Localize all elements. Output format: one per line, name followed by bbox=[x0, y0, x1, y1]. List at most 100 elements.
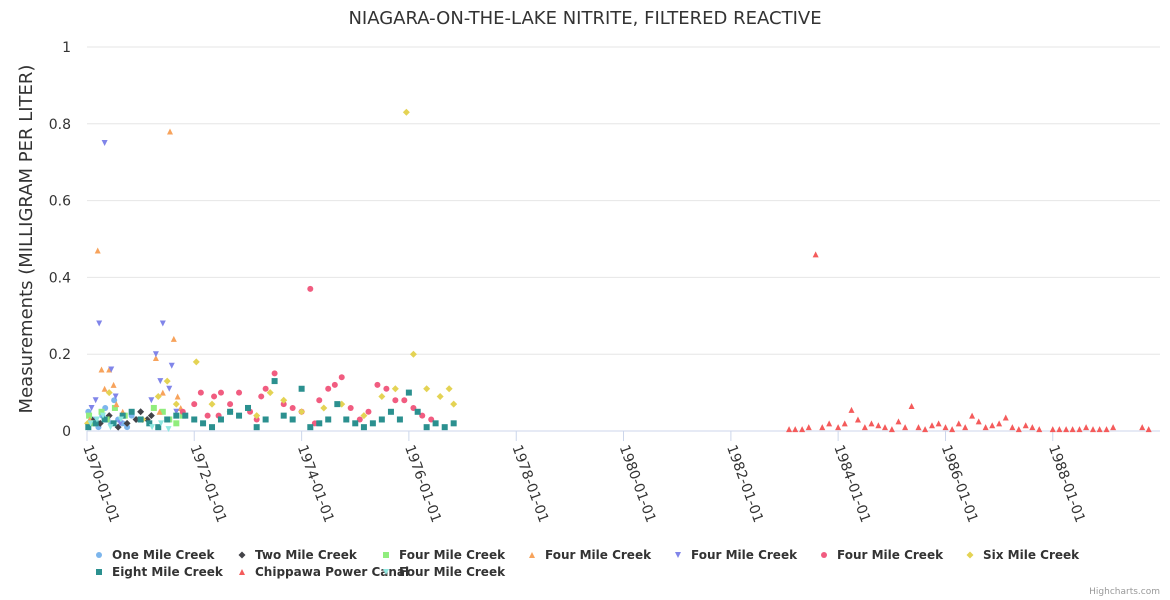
legend-symbol[interactable] bbox=[96, 569, 102, 575]
data-point[interactable] bbox=[137, 416, 144, 423]
data-point[interactable] bbox=[96, 320, 103, 327]
data-point[interactable] bbox=[316, 420, 323, 427]
data-point[interactable] bbox=[253, 424, 260, 431]
data-point[interactable] bbox=[441, 424, 448, 431]
data-point[interactable] bbox=[996, 420, 1003, 427]
data-point[interactable] bbox=[423, 385, 431, 393]
data-point[interactable] bbox=[369, 420, 376, 427]
data-point[interactable] bbox=[786, 426, 793, 433]
data-point[interactable] bbox=[168, 362, 175, 369]
data-point[interactable] bbox=[107, 424, 114, 431]
data-point[interactable] bbox=[148, 397, 155, 404]
data-point[interactable] bbox=[262, 385, 269, 392]
data-point[interactable] bbox=[280, 401, 287, 408]
data-point[interactable] bbox=[100, 412, 107, 419]
data-point[interactable] bbox=[166, 385, 173, 392]
data-point[interactable] bbox=[217, 389, 224, 396]
data-point[interactable] bbox=[85, 424, 92, 431]
data-point[interactable] bbox=[1049, 426, 1056, 433]
data-point[interactable] bbox=[163, 377, 171, 385]
legend-label[interactable]: Four Mile Creek bbox=[399, 548, 506, 562]
data-point[interactable] bbox=[320, 404, 328, 412]
data-point[interactable] bbox=[888, 426, 895, 433]
data-point[interactable] bbox=[173, 420, 180, 427]
data-point[interactable] bbox=[419, 412, 426, 419]
data-point[interactable] bbox=[298, 385, 305, 392]
data-point[interactable] bbox=[227, 401, 234, 408]
data-point[interactable] bbox=[182, 412, 189, 419]
data-point[interactable] bbox=[191, 401, 198, 408]
data-point[interactable] bbox=[155, 424, 162, 431]
data-point[interactable] bbox=[110, 420, 117, 427]
data-point[interactable] bbox=[935, 420, 942, 427]
data-point[interactable] bbox=[111, 404, 118, 411]
data-point[interactable] bbox=[450, 420, 457, 427]
data-point[interactable] bbox=[209, 424, 216, 431]
legend-symbol[interactable] bbox=[383, 569, 389, 575]
data-point[interactable] bbox=[113, 401, 120, 408]
data-point[interactable] bbox=[271, 370, 278, 377]
legend-item[interactable]: Four Mile Creek bbox=[529, 548, 652, 562]
data-point[interactable] bbox=[137, 408, 145, 416]
data-point[interactable] bbox=[1139, 424, 1146, 431]
data-point[interactable] bbox=[88, 404, 95, 411]
legend-item[interactable]: Chippawa Power Canal bbox=[239, 565, 409, 579]
data-point[interactable] bbox=[197, 389, 204, 396]
legend-item[interactable]: Two Mile Creek bbox=[238, 548, 358, 562]
legend-symbol[interactable] bbox=[239, 569, 245, 575]
data-point[interactable] bbox=[895, 418, 902, 425]
data-point[interactable] bbox=[117, 420, 124, 427]
data-point[interactable] bbox=[236, 389, 243, 396]
data-point[interactable] bbox=[356, 416, 363, 423]
legend-item[interactable]: One Mile Creek bbox=[96, 548, 216, 562]
data-point[interactable] bbox=[87, 420, 94, 427]
data-point[interactable] bbox=[191, 416, 198, 423]
data-point[interactable] bbox=[94, 247, 101, 254]
data-point[interactable] bbox=[119, 412, 126, 419]
legend-label[interactable]: Six Mile Creek bbox=[983, 548, 1080, 562]
data-point[interactable] bbox=[170, 335, 177, 342]
data-point[interactable] bbox=[392, 397, 399, 404]
data-point[interactable] bbox=[157, 378, 164, 385]
data-point[interactable] bbox=[383, 385, 390, 392]
data-point[interactable] bbox=[1009, 424, 1016, 431]
data-point[interactable] bbox=[1096, 426, 1103, 433]
data-point[interactable] bbox=[861, 424, 868, 431]
data-point[interactable] bbox=[1076, 426, 1083, 433]
data-point[interactable] bbox=[152, 355, 159, 362]
credits[interactable]: Highcharts.com bbox=[1089, 587, 1160, 597]
legend-symbol[interactable] bbox=[821, 552, 827, 558]
data-point[interactable] bbox=[881, 424, 888, 431]
data-point[interactable] bbox=[1022, 422, 1029, 429]
data-point[interactable] bbox=[792, 426, 799, 433]
data-point[interactable] bbox=[159, 320, 166, 327]
data-point[interactable] bbox=[128, 408, 135, 415]
legend-item[interactable]: Eight Mile Creek bbox=[96, 565, 224, 579]
legend-item[interactable]: Four Mile Creek bbox=[383, 565, 506, 579]
data-point[interactable] bbox=[316, 397, 323, 404]
data-point[interactable] bbox=[1002, 414, 1009, 421]
data-point[interactable] bbox=[396, 416, 403, 423]
data-point[interactable] bbox=[902, 424, 909, 431]
data-point[interactable] bbox=[101, 385, 108, 392]
data-point[interactable] bbox=[154, 392, 162, 400]
data-point[interactable] bbox=[258, 393, 265, 400]
data-point[interactable] bbox=[1083, 424, 1090, 431]
data-point[interactable] bbox=[92, 397, 99, 404]
data-point[interactable] bbox=[112, 393, 119, 400]
data-point[interactable] bbox=[253, 412, 261, 420]
data-point[interactable] bbox=[86, 412, 93, 419]
data-point[interactable] bbox=[347, 404, 354, 411]
data-point[interactable] bbox=[298, 408, 306, 416]
data-point[interactable] bbox=[146, 420, 153, 427]
data-point[interactable] bbox=[173, 408, 180, 415]
data-point[interactable] bbox=[204, 412, 211, 419]
data-point[interactable] bbox=[92, 420, 99, 427]
data-point[interactable] bbox=[841, 420, 848, 427]
data-point[interactable] bbox=[450, 400, 458, 408]
data-point[interactable] bbox=[414, 408, 421, 415]
data-point[interactable] bbox=[949, 426, 956, 433]
data-point[interactable] bbox=[343, 416, 350, 423]
legend-label[interactable]: Eight Mile Creek bbox=[112, 565, 224, 579]
data-point[interactable] bbox=[98, 366, 105, 373]
